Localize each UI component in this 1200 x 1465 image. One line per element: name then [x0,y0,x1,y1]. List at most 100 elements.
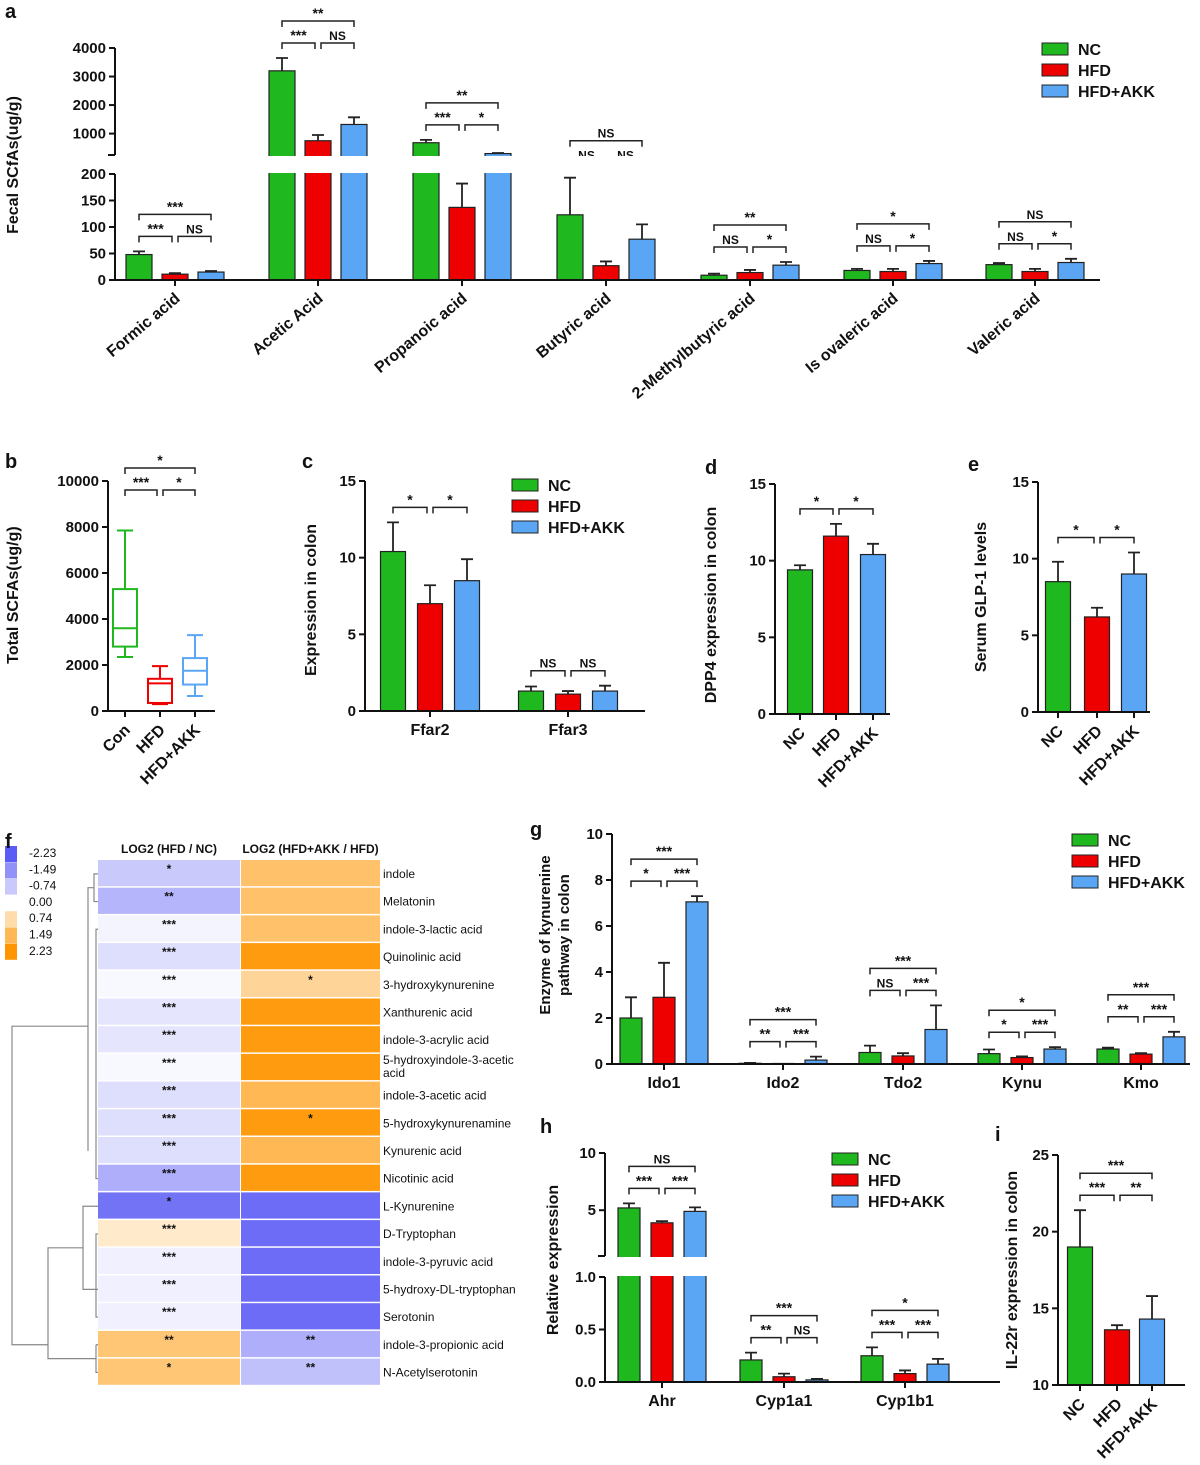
significance-bracket [998,243,1033,250]
y-axis-title: Total SCFAs(ug/g) [5,526,22,663]
y-axis: 10 15 20 25 [1032,1147,1185,1394]
y-tick-label: 0.0 [575,1374,596,1391]
significance-bracket [749,1018,817,1026]
significance-bracket [871,1309,939,1317]
heatmap-cell [241,1081,380,1108]
heatmap-cell [241,915,380,942]
y-tick-label: 10 [339,550,356,567]
y-tick-label: 1.0 [575,1269,596,1286]
heatmap-cell [241,887,380,914]
error-bar [1065,257,1077,263]
error-bar [658,961,670,998]
heatmap-cell [241,1026,380,1053]
bar [1096,1048,1120,1065]
significance-label: * [910,230,916,246]
legend-label: NC [548,478,572,495]
significance-bracket [1037,243,1072,250]
y-tick-label: 0 [91,703,99,720]
significance-label: * [814,493,820,509]
legend-swatch [1071,833,1099,847]
bar [985,264,1013,281]
significance-bracket [713,246,748,253]
row-label: indole-3-acetic acid [383,1089,486,1103]
x-tick-label: 2-Methylbutyric acid [629,290,758,402]
significance-label: *** [290,27,307,43]
error-bar [830,522,842,537]
heatmap-cell [98,1053,240,1081]
error-bar [636,223,648,240]
y-tick-label: 25 [1032,1147,1049,1164]
error-bar [1128,551,1140,574]
error-bar [424,584,436,604]
x-tick-label: NC [1060,1395,1089,1424]
error-bar [169,272,181,275]
significance-bracket [1099,536,1135,544]
bar [736,271,764,281]
legend: NC HFD HFD+AKK [1041,42,1155,101]
bar [893,1372,917,1383]
y-tick-label: 5 [588,1202,596,1219]
significance-label: NS [329,29,346,43]
error-bar [600,260,612,266]
significance-label: *** [162,1167,176,1181]
bar [926,1363,950,1383]
significance-bracket [425,124,460,131]
significance-bracket [750,1314,818,1322]
significance-bracket [432,506,468,514]
significance-label: *** [1108,1157,1125,1173]
box-whisker [152,665,168,706]
dendrogram [11,873,98,1346]
significance-label: NS [877,976,894,990]
y-axis: 0 5 10 15 [749,476,890,723]
heatmap-cell [241,1137,380,1164]
y-axis-title: Expression in colon [303,524,320,676]
row-label: Kynurenic acid [383,1144,462,1158]
error-bar [689,1206,701,1212]
dendrogram [47,1205,98,1374]
error-bar [867,542,879,555]
heatmap-cell [98,1330,240,1358]
bar [340,123,368,281]
error-bar [930,1004,942,1030]
significance-label: *** [162,1305,176,1319]
significance-label: * [308,1111,313,1125]
column-header: LOG2 (HFD / NC) [121,842,217,856]
bar [1103,1329,1131,1386]
heatmap-cell [98,1026,240,1053]
x-tick-label: Cyp1b1 [876,1393,934,1410]
significance-bracket [871,1331,903,1339]
bar [786,569,814,715]
heatmap-cell [241,1192,380,1219]
row-label: 3-hydroxykynurenine [383,978,495,992]
error-bar [1102,1046,1114,1050]
y-axis-title: pathway in colon [556,874,573,996]
heatmap-cell [98,1164,240,1191]
significance-label: * [853,493,859,509]
significance-label: NS [1007,230,1024,244]
y-tick-label: 10 [749,553,766,570]
significance-label: *** [1089,1179,1106,1195]
error-bar [899,1369,911,1374]
significance-label: * [1019,994,1025,1010]
row-label: indole-3-propionic acid [383,1338,504,1352]
significance-label: ** [306,1361,316,1375]
heatmap-cell [98,1358,240,1385]
y-tick-label: 0 [1021,704,1029,721]
significance-bracket [570,669,606,677]
error-bar [456,182,468,208]
heatmap-cell [98,1081,240,1108]
error-bar [1168,1030,1180,1037]
x-tick-label: Cyp1a1 [756,1393,813,1410]
error-bar [932,1358,944,1365]
legend: NC HFD HFD+AKK [511,478,625,537]
y-tick-label: 0 [348,703,356,720]
significance-bracket [392,506,428,514]
panel-letter: a [5,1,17,23]
significance-label: *** [1151,1001,1168,1017]
bar [1083,616,1111,713]
x-tick-label: Ffar2 [410,722,449,739]
error-bar [1111,1324,1123,1330]
heatmap-cell [98,1220,240,1247]
significance-label: * [167,862,172,876]
